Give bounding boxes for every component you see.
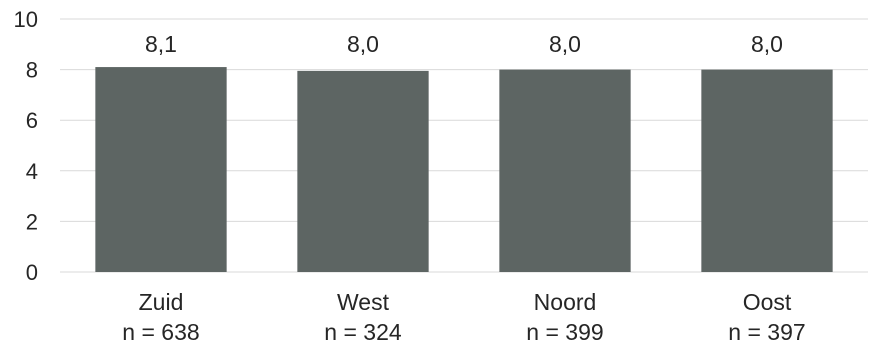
bar-west bbox=[297, 70, 429, 273]
category-label-oost: Oost bbox=[743, 289, 792, 315]
category-label-zuid: Zuid bbox=[139, 289, 184, 315]
y-tick-label: 0 bbox=[26, 260, 38, 285]
y-tick-label: 6 bbox=[26, 108, 38, 133]
x-axis-categories: Zuid n = 638 West n = 324 Noord n = 399 Oost n … bbox=[122, 289, 805, 345]
sample-size-label: n = 638 bbox=[122, 319, 199, 345]
y-tick-label: 10 bbox=[14, 7, 38, 32]
y-tick-label: 2 bbox=[26, 209, 38, 234]
category-label-west: West bbox=[337, 289, 390, 315]
bars bbox=[95, 67, 833, 273]
y-axis-ticks: 0 2 4 6 8 10 bbox=[14, 7, 38, 285]
bar-noord bbox=[499, 69, 631, 272]
data-label-oost: 8,0 bbox=[751, 31, 783, 57]
data-labels: 8,1 8,0 8,0 8,0 bbox=[145, 31, 783, 57]
sample-size-label: n = 397 bbox=[728, 319, 805, 345]
sample-size-label: n = 324 bbox=[324, 319, 402, 345]
data-label-zuid: 8,1 bbox=[145, 31, 177, 57]
bar-oost bbox=[701, 69, 833, 272]
bar-zuid bbox=[95, 67, 227, 272]
category-label-noord: Noord bbox=[534, 289, 597, 315]
y-tick-label: 4 bbox=[26, 159, 38, 184]
data-label-noord: 8,0 bbox=[549, 31, 581, 57]
sample-size-label: n = 399 bbox=[526, 319, 603, 345]
data-label-west: 8,0 bbox=[347, 31, 379, 57]
y-tick-label: 8 bbox=[26, 58, 38, 83]
